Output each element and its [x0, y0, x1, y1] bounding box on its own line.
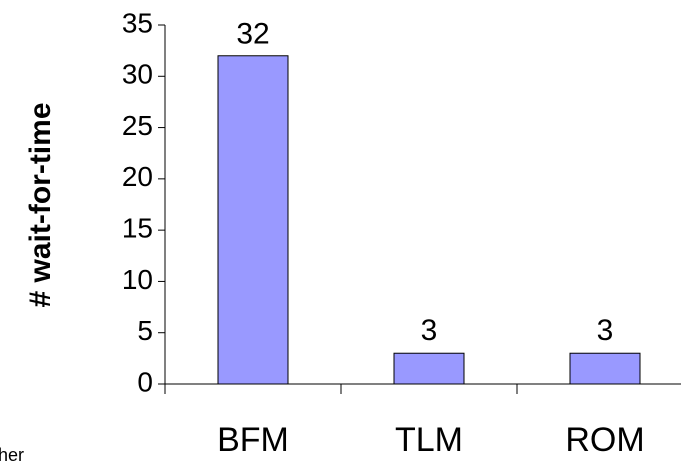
x-tick-label: BFM — [217, 421, 289, 459]
y-tick-label: 20 — [122, 161, 153, 192]
bar — [393, 352, 465, 385]
y-axis-label: # wait-for-time — [24, 102, 57, 307]
y-tick-label: 5 — [137, 315, 153, 346]
y-tick-label: 10 — [122, 264, 153, 295]
y-tick-label: 30 — [122, 59, 153, 90]
value-label: 3 — [421, 314, 438, 347]
x-tick-label: ROM — [565, 421, 644, 459]
value-label: 3 — [597, 314, 614, 347]
y-tick-label: 0 — [137, 366, 153, 397]
y-tick-label: 35 — [122, 7, 153, 38]
bar — [217, 55, 289, 385]
bar — [569, 352, 641, 385]
x-tick-label: TLM — [395, 421, 463, 459]
y-tick-label: 15 — [122, 213, 153, 244]
value-label: 32 — [236, 18, 269, 51]
annotation: her — [0, 445, 24, 465]
y-tick-label: 25 — [122, 110, 153, 141]
